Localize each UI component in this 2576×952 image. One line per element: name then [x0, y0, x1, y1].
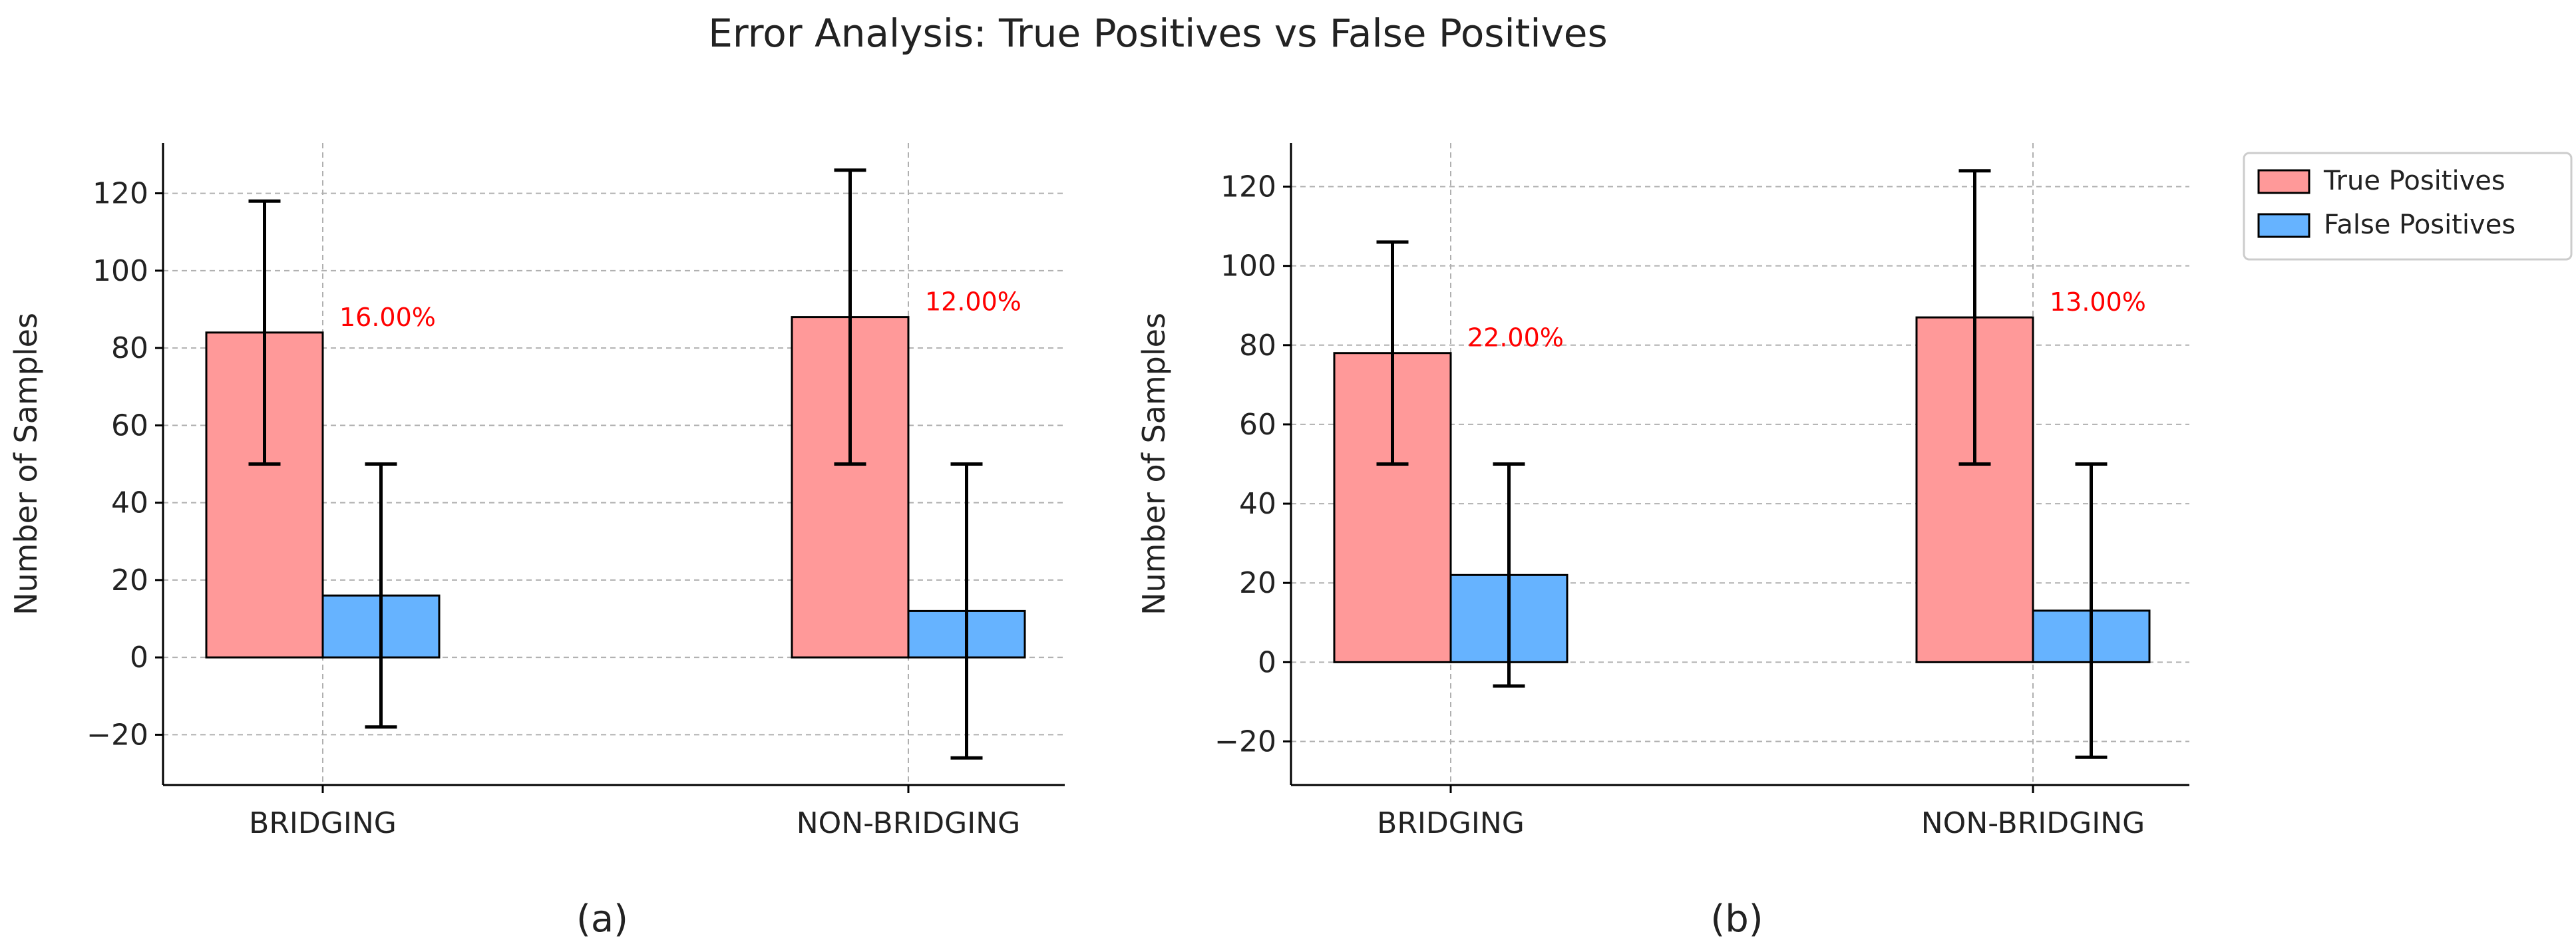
y-axis-label: Number of Samples: [1136, 313, 1172, 615]
y-tick-label: 120: [92, 177, 148, 211]
x-tick-label-non-bridging: NON-BRIDGING: [797, 806, 1020, 840]
y-tick-label: 0: [130, 641, 148, 675]
legend-swatch-false-positives: [2257, 213, 2310, 238]
legend-label-false-positives: False Positives: [2324, 210, 2515, 240]
panel-a: 16.00% 12.00% −20 0 20 40 60 80 100 120 BRIDGING NO…: [8, 143, 1065, 941]
figure-title: Error Analysis: True Positives vs False …: [708, 11, 1607, 56]
y-tick-label: −20: [87, 718, 148, 752]
y-tick-label: 20: [111, 563, 148, 597]
y-tick-label: 100: [1220, 249, 1276, 283]
y-tick-label: 20: [1239, 566, 1276, 600]
y-tick-label: 120: [1220, 170, 1276, 204]
y-tick-label: 40: [111, 486, 148, 520]
legend-swatch-true-positives: [2257, 169, 2310, 194]
y-tick-label: 60: [111, 408, 148, 442]
legend-label-true-positives: True Positives: [2323, 166, 2505, 196]
x-tick-label-bridging: BRIDGING: [1377, 806, 1525, 840]
y-tick-label: 80: [111, 331, 148, 365]
panel-caption: (a): [576, 897, 628, 941]
legend: True Positives False Positives: [2243, 152, 2573, 261]
y-tick-label: 40: [1239, 487, 1276, 521]
x-tick-label-bridging: BRIDGING: [249, 806, 397, 840]
y-tick-label: 100: [92, 254, 148, 288]
legend-frame: [2243, 152, 2573, 261]
y-tick-label: 60: [1239, 408, 1276, 442]
percentage-annotation: 13.00%: [2050, 287, 2146, 317]
percentage-annotation: 22.00%: [1467, 323, 1564, 353]
x-tick-label-non-bridging: NON-BRIDGING: [1921, 806, 2145, 840]
y-axis-label: Number of Samples: [8, 313, 44, 615]
y-tick-label: −20: [1214, 724, 1276, 758]
y-tick-label: 80: [1239, 329, 1276, 363]
y-tick-label: 0: [1258, 645, 1276, 679]
percentage-annotation: 12.00%: [925, 287, 1021, 317]
panel-caption: (b): [1710, 897, 1763, 941]
percentage-annotation: 16.00%: [339, 303, 436, 332]
panel-b: 22.00% 13.00% −20 0 20 40 60 80 100 120 BRIDGING NO…: [1136, 143, 2189, 941]
